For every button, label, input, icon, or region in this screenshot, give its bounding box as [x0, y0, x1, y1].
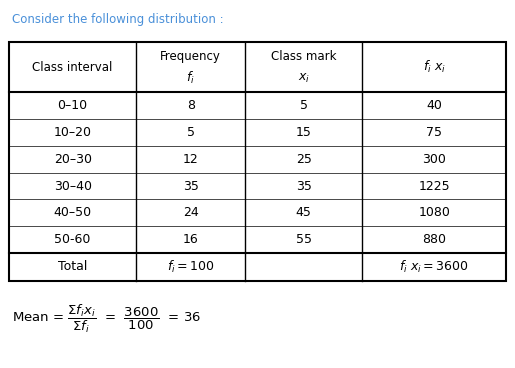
Text: 15: 15 [296, 126, 312, 139]
Text: Total: Total [58, 261, 88, 273]
Text: 45: 45 [296, 206, 312, 219]
Text: 5: 5 [300, 99, 308, 112]
Text: 24: 24 [183, 206, 199, 219]
Text: Class interval: Class interval [32, 61, 113, 74]
Text: 8: 8 [186, 99, 195, 112]
Text: 12: 12 [183, 153, 199, 166]
Text: 1225: 1225 [418, 180, 450, 192]
Text: Mean = $\dfrac{\Sigma f_i x_i}{\Sigma f_i}$  =  $\dfrac{3600}{100}$  = 36: Mean = $\dfrac{\Sigma f_i x_i}{\Sigma f_… [12, 303, 201, 335]
Text: 16: 16 [183, 233, 199, 246]
Text: 20–30: 20–30 [54, 153, 92, 166]
Text: $f_i\ x_i = 3600$: $f_i\ x_i = 3600$ [399, 259, 469, 275]
Text: 40–50: 40–50 [54, 206, 92, 219]
Text: 1080: 1080 [418, 206, 450, 219]
Text: 35: 35 [183, 180, 199, 192]
Text: 300: 300 [422, 153, 446, 166]
Text: Class mark: Class mark [271, 50, 336, 63]
Text: 880: 880 [422, 233, 446, 246]
Text: 40: 40 [426, 99, 442, 112]
Text: 25: 25 [296, 153, 312, 166]
Text: Consider the following distribution :: Consider the following distribution : [12, 13, 224, 26]
Text: $f_i = 100$: $f_i = 100$ [167, 259, 214, 275]
Text: Frequency: Frequency [160, 50, 221, 63]
Text: $f_i$: $f_i$ [186, 70, 195, 86]
Text: 10–20: 10–20 [54, 126, 92, 139]
Text: 75: 75 [426, 126, 442, 139]
Text: 50-60: 50-60 [55, 233, 91, 246]
Text: $x_i$: $x_i$ [298, 71, 310, 85]
Text: 55: 55 [296, 233, 312, 246]
Text: 0–10: 0–10 [58, 99, 88, 112]
Text: 5: 5 [186, 126, 195, 139]
Text: 30–40: 30–40 [54, 180, 92, 192]
Text: $f_i\ x_i$: $f_i\ x_i$ [423, 59, 445, 75]
Text: 35: 35 [296, 180, 312, 192]
